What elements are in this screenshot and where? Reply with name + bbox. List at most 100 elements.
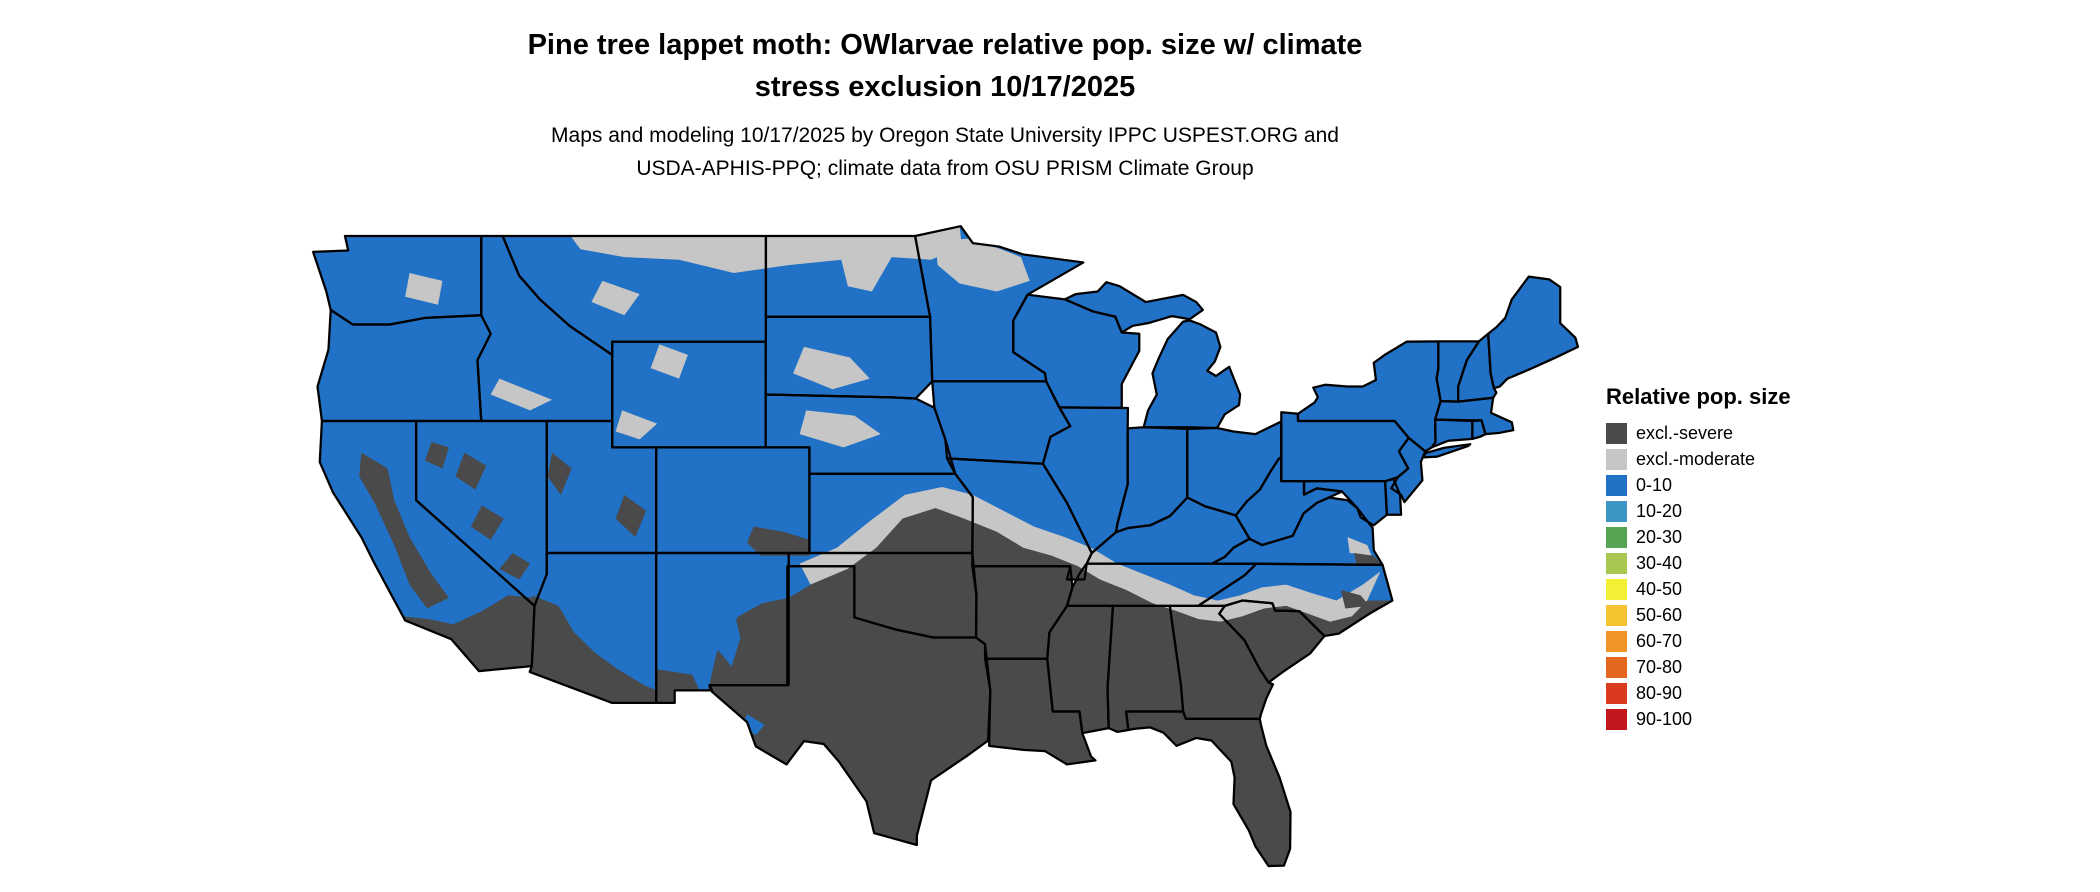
legend-label: excl.-severe: [1636, 422, 1734, 443]
legend-item: 80-90: [1606, 682, 1791, 704]
zone-excl-moderate: [591, 280, 640, 316]
zone-excl-severe: [470, 505, 504, 540]
state-fill-MI: [1143, 320, 1241, 429]
legend-label: 0-10: [1636, 474, 1673, 495]
legend-swatch-8: [1606, 630, 1627, 652]
zone-excl-moderate: [1347, 537, 1372, 556]
state-fill-IN: [1116, 427, 1188, 533]
state-border-MI_UP: [1063, 281, 1204, 334]
map-subtitle-line1: Maps and modeling 10/17/2025 by Oregon S…: [551, 124, 1339, 148]
map-figure: [300, 220, 1580, 891]
legend-label: 30-40: [1636, 552, 1683, 573]
zone-excl-severe: [403, 595, 537, 674]
state-fill-MI_UP: [1064, 282, 1203, 333]
legend-swatch-7: [1606, 604, 1627, 626]
state-fill-NY: [1297, 341, 1441, 452]
state-fill-CO: [656, 447, 810, 554]
legend-label: 70-80: [1636, 656, 1683, 677]
state-border-CT: [1430, 418, 1474, 449]
legend-swatch-11: [1606, 708, 1627, 730]
zone-excl-severe: [424, 442, 449, 469]
legend-label: 80-90: [1636, 682, 1683, 703]
map-title-line2: stress exclusion 10/17/2025: [754, 71, 1136, 104]
zone-excl-severe: [1340, 590, 1370, 609]
state-fill-NH: [1458, 333, 1497, 402]
zone-excl-moderate: [490, 378, 553, 411]
legend-swatch-3: [1606, 500, 1627, 522]
legend-swatch-5: [1606, 552, 1627, 574]
state-border-ME: [1487, 275, 1580, 390]
legend-swatch-9: [1606, 656, 1627, 678]
state-fill-WY: [612, 341, 766, 448]
state-fill-LI: [1423, 444, 1471, 458]
state-fill-IA: [932, 381, 1071, 464]
legend-item: excl.-severe: [1606, 422, 1791, 444]
title-block: Pine tree lappet moth: OWlarvae relative…: [0, 24, 1890, 185]
zone-excl-moderate: [650, 344, 688, 379]
legend-item: 90-100: [1606, 708, 1791, 730]
state-fill-MD: [1304, 481, 1387, 526]
state-fill-WI: [1013, 294, 1140, 408]
state-border-TX: [708, 565, 992, 847]
legend-item: 70-80: [1606, 656, 1791, 678]
zone-pop-0-10: [711, 600, 741, 667]
legend-label: 50-60: [1636, 604, 1683, 625]
zone-pop-0-10: [556, 582, 649, 651]
state-fill-OR: [317, 309, 491, 421]
zone-pop-0-10: [1191, 571, 1238, 601]
zone-pop-0-10: [742, 714, 765, 736]
state-border-MD: [1302, 480, 1389, 527]
legend-item: 30-40: [1606, 552, 1791, 574]
state-fill-WA: [313, 236, 482, 325]
zone-excl-moderate: [405, 272, 443, 305]
legend-swatch-1: [1606, 448, 1627, 470]
zone-excl-severe: [547, 452, 572, 495]
legend-item: 50-60: [1606, 604, 1791, 626]
zone-excl-severe: [1354, 553, 1381, 564]
map-layer-borders: [311, 225, 1580, 868]
legend-swatch-10: [1606, 682, 1627, 704]
state-fill-WV: [1235, 456, 1343, 546]
us-map: [311, 225, 1580, 868]
state-fill-PA: [1281, 412, 1409, 482]
state-border-MI: [1142, 319, 1242, 430]
state-fill-ME: [1488, 276, 1578, 389]
map-title-line1: Pine tree lappet moth: OWlarvae relative…: [527, 29, 1363, 61]
state-fill-ID: [477, 236, 613, 421]
legend-item: 20-30: [1606, 526, 1791, 548]
zone-excl-severe: [359, 452, 449, 609]
state-border-RI: [1471, 419, 1487, 440]
state-border-NE: [764, 393, 957, 475]
zone-excl-severe: [700, 508, 1414, 867]
state-fill-OH: [1187, 421, 1282, 516]
zone-excl-moderate: [935, 238, 1030, 292]
legend-swatch-2: [1606, 474, 1627, 496]
legend-label: 40-50: [1636, 578, 1683, 599]
legend-item: 40-50: [1606, 578, 1791, 600]
map-subtitle: Maps and modeling 10/17/2025 by Oregon S…: [0, 120, 1890, 185]
legend-label: 90-100: [1636, 708, 1693, 729]
legend-item: 10-20: [1606, 500, 1791, 522]
legend-item: 60-70: [1606, 630, 1791, 652]
map-subtitle-line2: USDA-APHIS-PPQ; climate data from OSU PR…: [636, 156, 1254, 180]
state-fill-MA: [1435, 397, 1514, 435]
state-border-FL: [1125, 710, 1292, 868]
legend-label: 10-20: [1636, 500, 1683, 521]
legend-item: 0-10: [1606, 474, 1791, 496]
legend-label: 60-70: [1636, 630, 1683, 651]
legend-label: 20-30: [1636, 526, 1683, 547]
legend-items: excl.-severe excl.-moderate 0-10 10-20 20-30…: [1606, 422, 1791, 730]
zone-excl-severe: [615, 494, 647, 538]
legend-title: Relative pop. size: [1606, 384, 1791, 409]
legend-swatch-6: [1606, 578, 1627, 600]
state-fill-CT: [1431, 419, 1473, 448]
legend: Relative pop. size excl.-severe excl.-mod…: [1606, 384, 1791, 734]
zone-excl-severe: [455, 452, 487, 490]
state-fill-VA: [1212, 497, 1383, 565]
zone-excl-severe: [499, 553, 531, 580]
state-border-MS: [1046, 604, 1115, 735]
zone-excl-moderate: [799, 410, 881, 448]
state-fill-IL: [1042, 407, 1128, 554]
zone-excl-severe: [527, 595, 657, 707]
